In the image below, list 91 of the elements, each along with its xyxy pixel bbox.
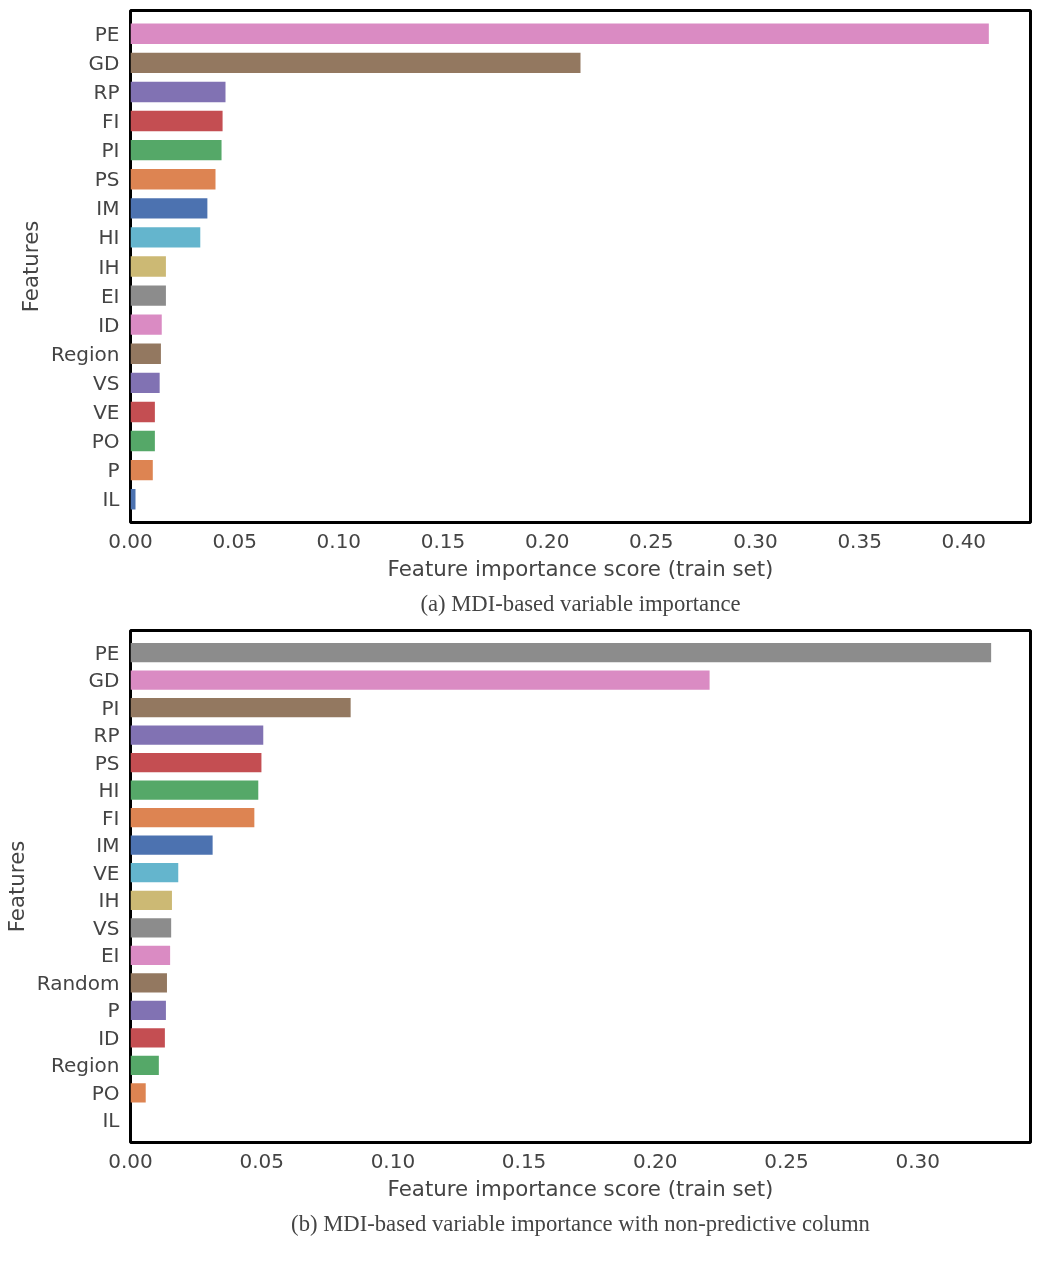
x-tick-label: 0.20 — [524, 528, 570, 553]
y-tick-label: PO — [91, 429, 120, 454]
bar — [130, 343, 161, 364]
x-axis-title: Feature importance score (train set) — [387, 1175, 774, 1201]
bar — [130, 1083, 146, 1103]
y-tick-label: EI — [100, 283, 120, 308]
text: (a) MDI-based variable importance — [420, 590, 741, 616]
y-tick-label: PS — [94, 167, 120, 192]
bar — [130, 973, 167, 993]
bar — [130, 945, 171, 965]
y-tick-label: IM — [96, 833, 120, 858]
bar — [130, 808, 255, 828]
y-tick-label: IM — [96, 196, 120, 221]
bar — [130, 1028, 165, 1048]
bar — [130, 752, 262, 773]
text: (b) MDI-based variable importance with non-predictive column — [291, 1210, 870, 1236]
bar — [130, 285, 166, 306]
bar — [130, 198, 208, 219]
y-tick-label: PO — [91, 1080, 120, 1105]
y-tick-label: RP — [93, 79, 120, 104]
x-tick-label: 0.25 — [764, 1148, 809, 1173]
y-tick-label: FI — [102, 805, 120, 830]
x-tick-label: 0.00 — [108, 1148, 153, 1173]
x-tick-label: 0.25 — [629, 528, 674, 553]
x-tick-label: 0.30 — [895, 1148, 940, 1173]
y-tick-label: IL — [102, 487, 121, 512]
x-tick-label: 0.10 — [370, 1148, 416, 1173]
bar — [130, 697, 351, 718]
x-tick-label: 0.30 — [733, 528, 778, 553]
x-axis-title: Feature importance score (train set) — [387, 555, 774, 581]
y-tick-label: P — [107, 998, 120, 1023]
bar — [130, 314, 162, 335]
y-tick-label: Region — [51, 1053, 120, 1078]
y-tick-label: VS — [93, 370, 120, 395]
bar — [130, 227, 201, 248]
y-axis-title: Features — [18, 220, 44, 313]
bar — [130, 52, 581, 74]
y-tick-label: RP — [93, 723, 120, 748]
y-tick-label: EI — [100, 943, 120, 968]
bar — [130, 23, 989, 44]
x-tick-label: 0.35 — [837, 528, 882, 553]
bar — [130, 256, 166, 277]
bar — [130, 110, 223, 132]
y-tick-label: VE — [93, 860, 120, 885]
y-tick-label: GD — [88, 668, 120, 693]
x-tick-label: 0.10 — [316, 528, 362, 553]
y-tick-label: HI — [98, 225, 120, 250]
bar — [130, 642, 992, 663]
y-tick-label: IH — [98, 254, 120, 279]
bar — [130, 890, 172, 910]
y-tick-label: Region — [51, 341, 120, 366]
bar — [130, 1055, 159, 1076]
bar — [130, 780, 259, 800]
bar — [130, 81, 226, 103]
y-tick-label: VS — [93, 915, 120, 940]
bar — [130, 725, 264, 745]
y-tick-label: ID — [98, 1025, 120, 1050]
bar — [130, 401, 155, 423]
y-tick-label: PS — [94, 750, 120, 775]
bar — [130, 372, 160, 394]
x-tick-label: 0.20 — [633, 1148, 678, 1173]
x-tick-label: 0.05 — [212, 528, 257, 553]
y-tick-label: VE — [93, 399, 120, 424]
y-tick-label: P — [107, 458, 120, 483]
x-tick-label: 0.15 — [501, 1148, 547, 1173]
y-tick-label: PI — [101, 695, 120, 720]
bar — [130, 863, 179, 883]
y-tick-label: HI — [98, 778, 120, 803]
x-tick-label: 0.05 — [239, 1148, 284, 1173]
bar — [130, 670, 710, 690]
y-tick-label: GD — [88, 50, 120, 75]
y-tick-label: PE — [94, 640, 120, 665]
bar — [130, 918, 172, 938]
y-tick-label: PI — [101, 138, 120, 163]
bar — [130, 139, 222, 161]
x-tick-label: 0.00 — [108, 528, 153, 553]
bar — [130, 835, 213, 855]
x-tick-label: 0.15 — [420, 528, 466, 553]
y-tick-label: IH — [98, 888, 120, 913]
y-tick-label: FI — [102, 109, 120, 134]
bar — [130, 430, 155, 452]
bar — [130, 169, 216, 190]
bar — [130, 459, 153, 481]
y-tick-label: ID — [98, 312, 120, 337]
y-tick-label: PE — [94, 21, 120, 46]
y-tick-label: Random — [36, 970, 120, 995]
bar — [130, 489, 136, 510]
y-tick-label: IL — [102, 1108, 121, 1133]
y-axis-title: Features — [3, 840, 29, 933]
x-tick-label: 0.40 — [941, 528, 987, 553]
bar — [130, 1000, 166, 1021]
